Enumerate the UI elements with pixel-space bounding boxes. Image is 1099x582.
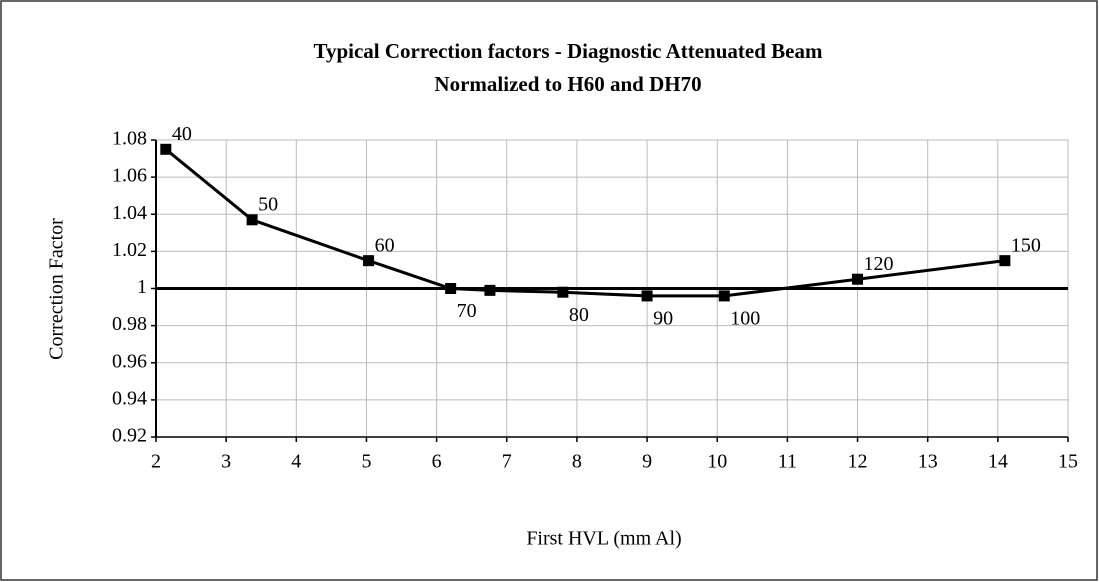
x-tick-label: 11 (778, 451, 797, 473)
point-marker (557, 286, 569, 298)
point-marker (641, 290, 653, 302)
point-label: 50 (258, 193, 278, 215)
point-marker (484, 284, 496, 296)
point-label: 80 (569, 304, 589, 326)
y-tick-label: 0.96 (112, 350, 147, 372)
x-tick-label: 9 (642, 451, 652, 473)
y-axis-label: Correction Factor (46, 218, 68, 360)
y-tick-label: 1.04 (112, 202, 147, 224)
x-tick-label: 7 (502, 451, 512, 473)
chart-title: Typical Correction factors - Diagnostic … (314, 39, 823, 63)
point-marker (363, 255, 375, 267)
x-tick-label: 8 (572, 451, 582, 473)
point-marker (160, 143, 172, 155)
x-tick-label: 10 (707, 451, 727, 473)
x-axis-label: First HVL (mm Al) (526, 528, 681, 550)
chart-subtitle: Normalized to H60 and DH70 (434, 72, 701, 96)
point-marker (999, 255, 1011, 267)
y-tick-label: 0.98 (112, 313, 147, 335)
y-tick-label: 1 (137, 276, 147, 298)
point-marker (852, 273, 864, 285)
x-tick-label: 12 (848, 451, 868, 473)
point-label: 40 (172, 123, 192, 145)
point-label: 70 (457, 300, 477, 322)
y-tick-label: 0.92 (112, 425, 147, 447)
point-marker (445, 283, 457, 294)
series-line (164, 148, 1006, 298)
y-tick-label: 0.94 (112, 387, 147, 409)
x-tick-label: 14 (988, 451, 1008, 473)
y-tick-label: 1.06 (112, 165, 147, 187)
x-tick-label: 5 (361, 451, 371, 473)
point-label: 150 (1011, 234, 1041, 256)
point-marker (718, 290, 730, 302)
x-tick-label: 15 (1058, 451, 1078, 473)
x-tick-label: 2 (151, 451, 161, 473)
x-tick-label: 4 (291, 451, 301, 473)
point-label: 90 (653, 308, 673, 330)
y-tick-label: 1.02 (112, 239, 147, 261)
point-label: 100 (730, 308, 760, 330)
point-label: 120 (864, 253, 894, 275)
x-tick-label: 3 (221, 451, 231, 473)
point-marker (246, 214, 258, 226)
y-tick-label: 1.08 (112, 128, 147, 150)
point-label: 60 (375, 234, 395, 256)
x-tick-label: 13 (918, 451, 938, 473)
x-tick-label: 6 (432, 451, 442, 473)
